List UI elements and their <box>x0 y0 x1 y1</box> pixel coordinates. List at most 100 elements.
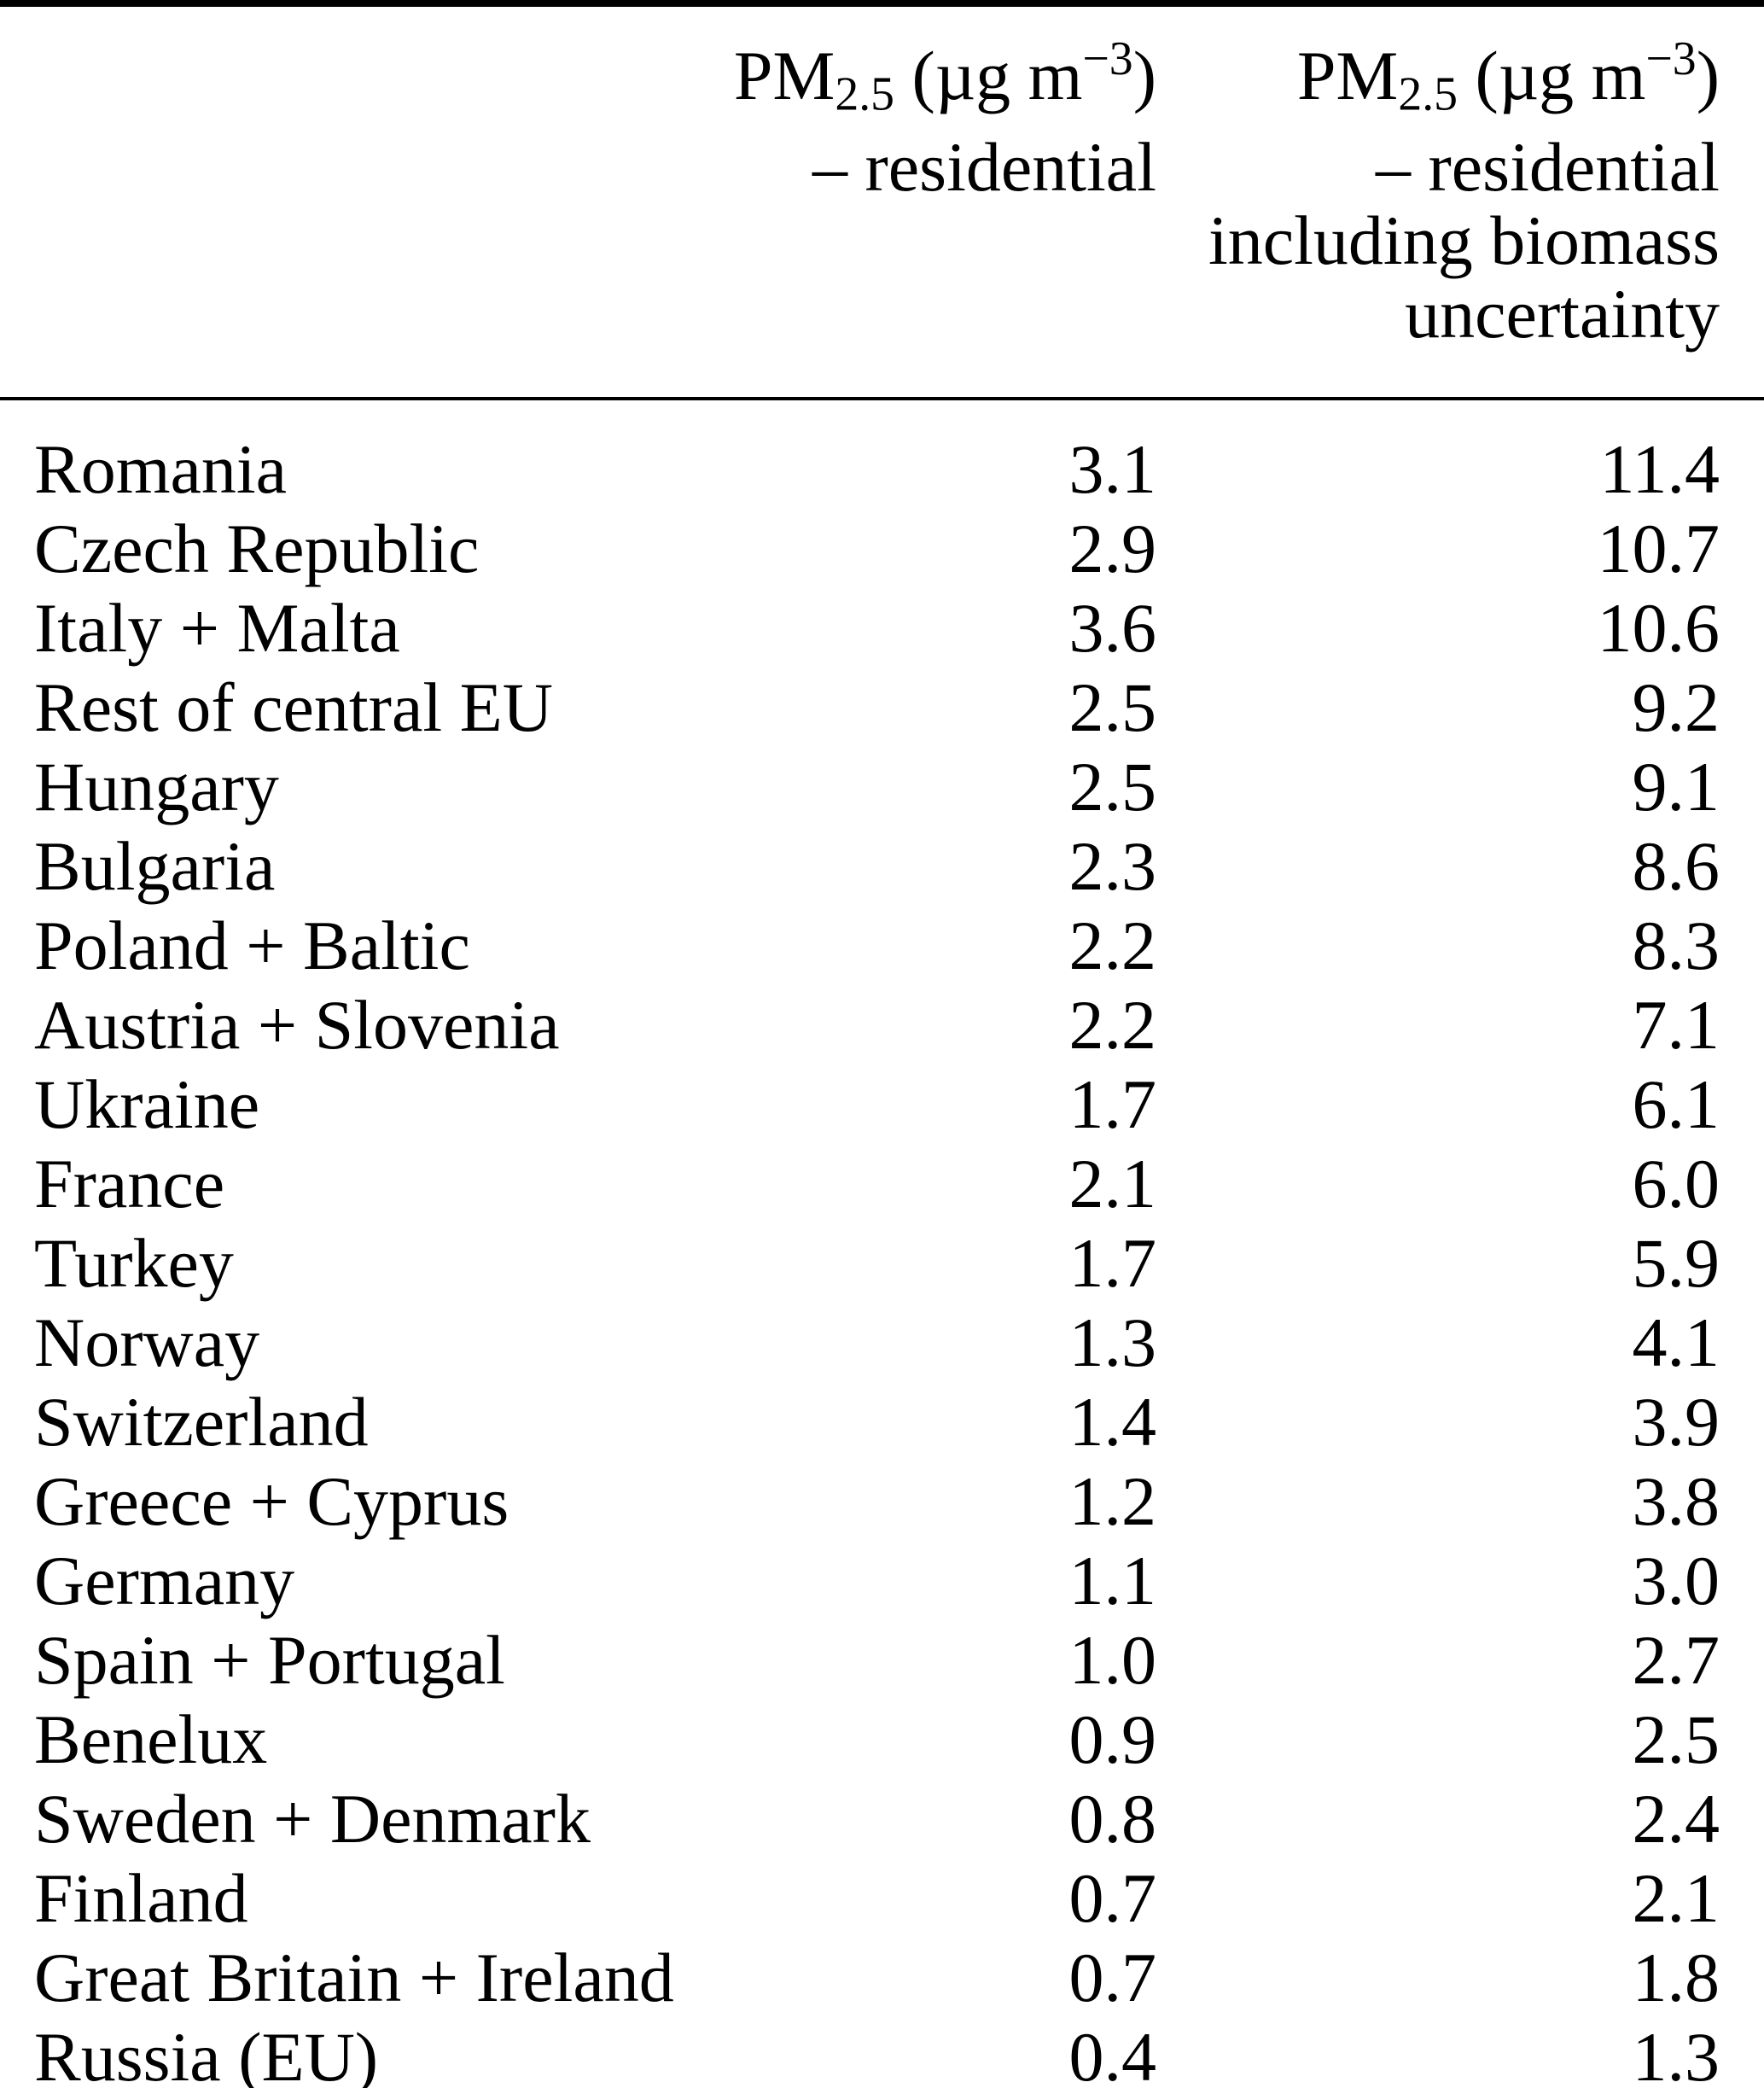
table-row: Poland + Baltic 2.2 8.3 <box>34 906 1720 985</box>
region-label: Russia (EU) <box>34 2018 379 2088</box>
region-label: Sweden + Denmark <box>34 1780 591 1858</box>
region-label: Romania <box>34 430 288 509</box>
residential-biomass-value: 4.1 <box>1632 1304 1720 1382</box>
residential-value: 0.4 <box>1068 2018 1157 2088</box>
residential-value: 3.6 <box>1068 589 1157 668</box>
residential-biomass-value: 3.0 <box>1632 1542 1720 1620</box>
residential-value: 0.9 <box>1068 1700 1157 1779</box>
table-row: Great Britain + Ireland 0.7 1.8 <box>34 1938 1720 2017</box>
table-row: Turkey 1.7 5.9 <box>34 1223 1720 1303</box>
region-label: Hungary <box>34 748 279 826</box>
residential-biomass-value: 10.6 <box>1597 589 1720 668</box>
residential-value: 1.0 <box>1068 1621 1157 1700</box>
residential-value: 1.4 <box>1068 1383 1157 1461</box>
region-label: Bulgaria <box>34 827 276 906</box>
residential-biomass-value: 9.2 <box>1632 668 1720 747</box>
column-header-residential: PM2.5 (µg m−3) – residential <box>34 22 1156 351</box>
region-label: Austria + Slovenia <box>34 986 560 1064</box>
residential-biomass-value: 5.9 <box>1632 1224 1720 1303</box>
residential-biomass-value: 10.7 <box>1597 510 1720 588</box>
table-row: France 2.1 6.0 <box>34 1144 1720 1223</box>
region-label: Greece + Cyprus <box>34 1462 509 1541</box>
table-row: Italy + Malta 3.6 10.6 <box>34 588 1720 668</box>
table-row: Hungary 2.5 9.1 <box>34 747 1720 826</box>
residential-value: 0.8 <box>1068 1780 1157 1858</box>
unit-close: ) <box>1132 36 1156 114</box>
table-row: Benelux 0.9 2.5 <box>34 1700 1720 1779</box>
residential-value: 3.1 <box>1068 430 1157 509</box>
region-label: Rest of central EU <box>34 668 553 747</box>
table-row: Czech Republic 2.9 10.7 <box>34 509 1720 588</box>
residential-value: 0.7 <box>1068 1859 1157 1938</box>
header-separator-rule <box>0 397 1764 401</box>
table-row: Russia (EU) 0.4 1.3 <box>34 2017 1720 2088</box>
region-label: Great Britain + Ireland <box>34 1939 674 2017</box>
unit-open: (µg m <box>1458 36 1646 114</box>
unit-exponent: −3 <box>1645 32 1697 85</box>
region-label: Germany <box>34 1542 295 1620</box>
table-row: Switzerland 1.4 3.9 <box>34 1382 1720 1461</box>
residential-biomass-value: 1.3 <box>1632 2018 1720 2088</box>
residential-biomass-value: 2.7 <box>1632 1621 1720 1700</box>
table-row: Bulgaria 2.3 8.6 <box>34 826 1720 906</box>
residential-value: 1.1 <box>1068 1542 1157 1620</box>
column-header-biomass-line4: uncertainty <box>1405 275 1720 353</box>
region-label: Spain + Portugal <box>34 1621 505 1700</box>
column-header-residential-biomass: PM2.5 (µg m−3) – residential including b… <box>1156 22 1720 351</box>
residential-value: 1.3 <box>1068 1304 1157 1382</box>
column-header-residential-line2: – residential <box>812 128 1156 207</box>
residential-value: 2.2 <box>1068 907 1157 985</box>
region-label: France <box>34 1145 225 1223</box>
unit-close: ) <box>1696 36 1720 114</box>
residential-value: 1.7 <box>1068 1065 1157 1144</box>
residential-value: 0.7 <box>1068 1939 1157 2017</box>
residential-value: 1.2 <box>1068 1462 1157 1541</box>
region-label: Switzerland <box>34 1383 369 1461</box>
residential-biomass-value: 8.3 <box>1632 907 1720 985</box>
region-label: Finland <box>34 1859 248 1938</box>
residential-biomass-value: 6.1 <box>1632 1065 1720 1144</box>
table-top-rule <box>0 0 1764 7</box>
pm-text: PM <box>1296 36 1399 114</box>
residential-biomass-value: 2.5 <box>1632 1700 1720 1779</box>
table-body: Romania 3.1 11.4 Czech Republic 2.9 10.7… <box>0 400 1764 2088</box>
column-header-biomass-line2: – residential <box>1375 128 1720 207</box>
residential-value: 2.1 <box>1068 1145 1157 1223</box>
residential-biomass-value: 7.1 <box>1632 986 1720 1064</box>
residential-value: 2.3 <box>1068 827 1157 906</box>
residential-biomass-value: 1.8 <box>1632 1939 1720 2017</box>
region-label: Czech Republic <box>34 510 480 588</box>
residential-biomass-value: 2.1 <box>1632 1859 1720 1938</box>
residential-biomass-value: 11.4 <box>1599 430 1720 509</box>
column-header-residential-line1: PM2.5 (µg m−3) <box>34 22 1156 131</box>
residential-biomass-value: 2.4 <box>1632 1780 1720 1858</box>
table-row: Rest of central EU 2.5 9.2 <box>34 668 1720 747</box>
region-label: Italy + Malta <box>34 589 400 668</box>
residential-value: 2.5 <box>1068 748 1157 826</box>
table-row: Germany 1.1 3.0 <box>34 1541 1720 1620</box>
residential-value: 2.9 <box>1068 510 1157 588</box>
region-label: Norway <box>34 1304 260 1382</box>
unit-open: (µg m <box>894 36 1083 114</box>
residential-value: 1.7 <box>1068 1224 1157 1303</box>
unit-exponent: −3 <box>1082 32 1133 85</box>
column-header-biomass-line3: including biomass <box>1208 201 1720 280</box>
table-row: Norway 1.3 4.1 <box>34 1303 1720 1382</box>
region-label: Turkey <box>34 1224 234 1303</box>
table-row: Austria + Slovenia 2.2 7.1 <box>34 985 1720 1064</box>
table-header: PM2.5 (µg m−3) – residential PM2.5 (µg m… <box>0 7 1764 351</box>
region-label: Ukraine <box>34 1065 260 1144</box>
residential-biomass-value: 9.1 <box>1632 748 1720 826</box>
region-label: Poland + Baltic <box>34 907 470 985</box>
pm-subscript: 2.5 <box>1398 67 1458 121</box>
table-row: Greece + Cyprus 1.2 3.8 <box>34 1461 1720 1541</box>
table-row: Spain + Portugal 1.0 2.7 <box>34 1620 1720 1700</box>
column-header-biomass-line1: PM2.5 (µg m−3) <box>1156 22 1720 131</box>
residential-biomass-value: 6.0 <box>1632 1145 1720 1223</box>
table-row: Sweden + Denmark 0.8 2.4 <box>34 1779 1720 1858</box>
residential-value: 2.2 <box>1068 986 1157 1064</box>
table-row: Finland 0.7 2.1 <box>34 1858 1720 1938</box>
residential-biomass-value: 8.6 <box>1632 827 1720 906</box>
pm-text: PM <box>733 36 835 114</box>
